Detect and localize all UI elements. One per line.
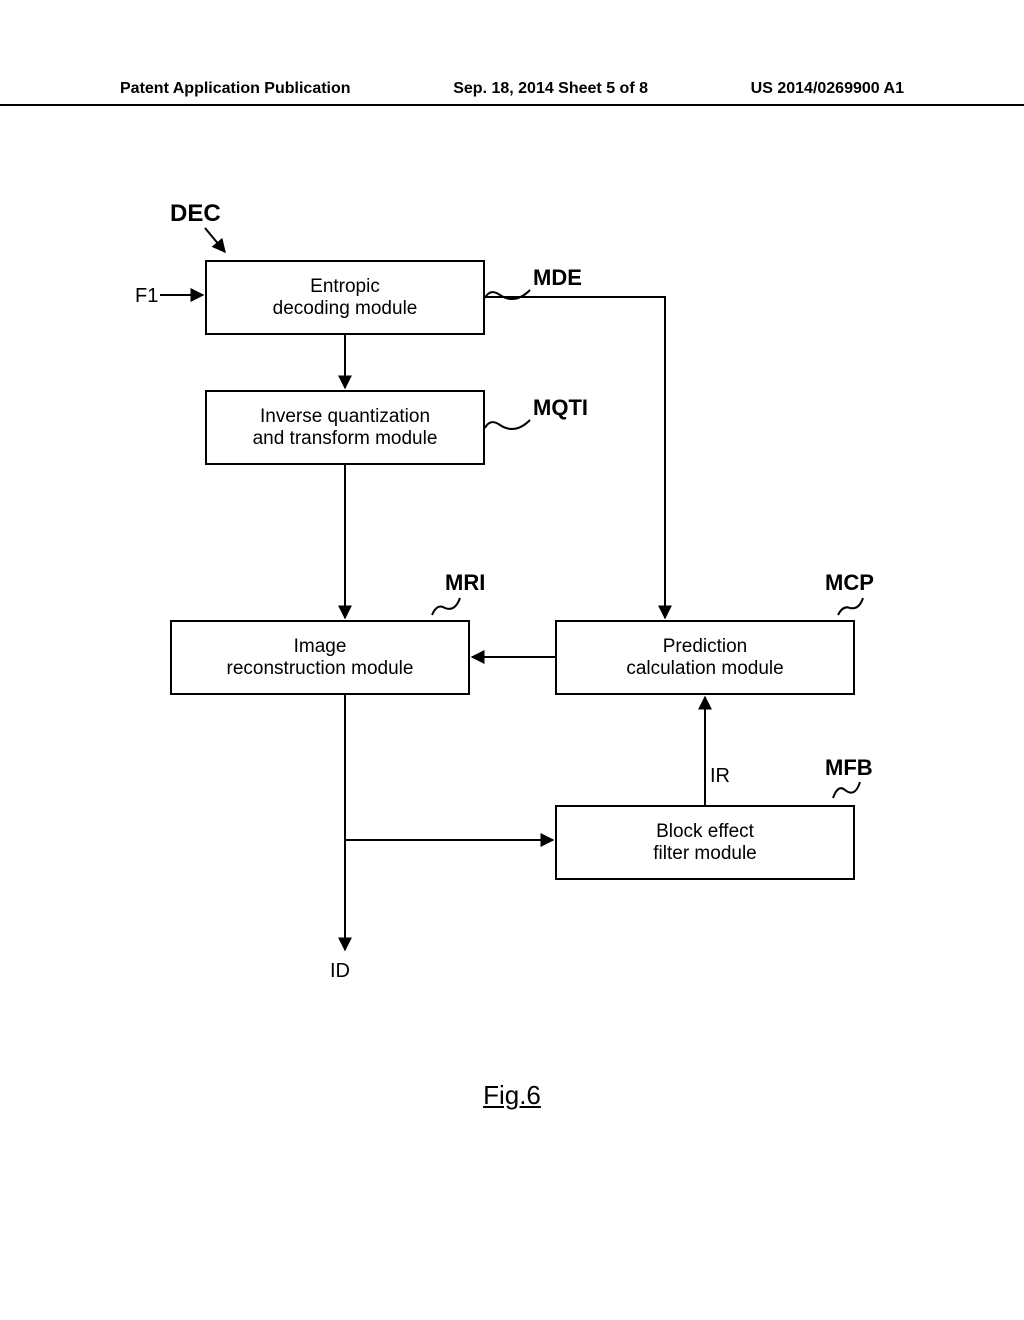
diagram-title: DEC xyxy=(170,200,221,228)
tag-mcp: MCP xyxy=(825,570,874,596)
header-center: Sep. 18, 2014 Sheet 5 of 8 xyxy=(453,80,648,98)
box-mqti-line2: and transform module xyxy=(253,428,438,450)
box-mde-line1: Entropic xyxy=(310,276,380,298)
figure-caption: Fig.6 xyxy=(0,1080,1024,1111)
box-mfb-line2: filter module xyxy=(653,843,757,865)
box-mfb: Block effect filter module xyxy=(555,805,855,880)
box-mde: Entropic decoding module xyxy=(205,260,485,335)
tag-mqti: MQTI xyxy=(533,395,588,421)
output-ir: IR xyxy=(710,765,730,788)
box-mcp: Prediction calculation module xyxy=(555,620,855,695)
box-mfb-line1: Block effect xyxy=(656,821,754,843)
header-left: Patent Application Publication xyxy=(120,80,351,98)
tag-mfb: MFB xyxy=(825,755,873,781)
box-mqti-line1: Inverse quantization xyxy=(260,406,430,428)
box-mri-line1: Image xyxy=(294,636,347,658)
box-mde-line2: decoding module xyxy=(273,298,418,320)
box-mri-line2: reconstruction module xyxy=(227,658,414,680)
input-label-f1: F1 xyxy=(135,285,158,308)
block-diagram: DEC F1 Entropic decoding module MDE Inve… xyxy=(0,190,1024,1090)
box-mcp-line2: calculation module xyxy=(626,658,783,680)
header-right: US 2014/0269900 A1 xyxy=(751,80,904,98)
box-mqti: Inverse quantization and transform modul… xyxy=(205,390,485,465)
page-header: Patent Application Publication Sep. 18, … xyxy=(0,80,1024,106)
tag-mri: MRI xyxy=(445,570,485,596)
output-id: ID xyxy=(330,960,350,983)
box-mri: Image reconstruction module xyxy=(170,620,470,695)
connector-lines xyxy=(0,190,1024,1090)
tag-mde: MDE xyxy=(533,265,582,291)
box-mcp-line1: Prediction xyxy=(663,636,748,658)
